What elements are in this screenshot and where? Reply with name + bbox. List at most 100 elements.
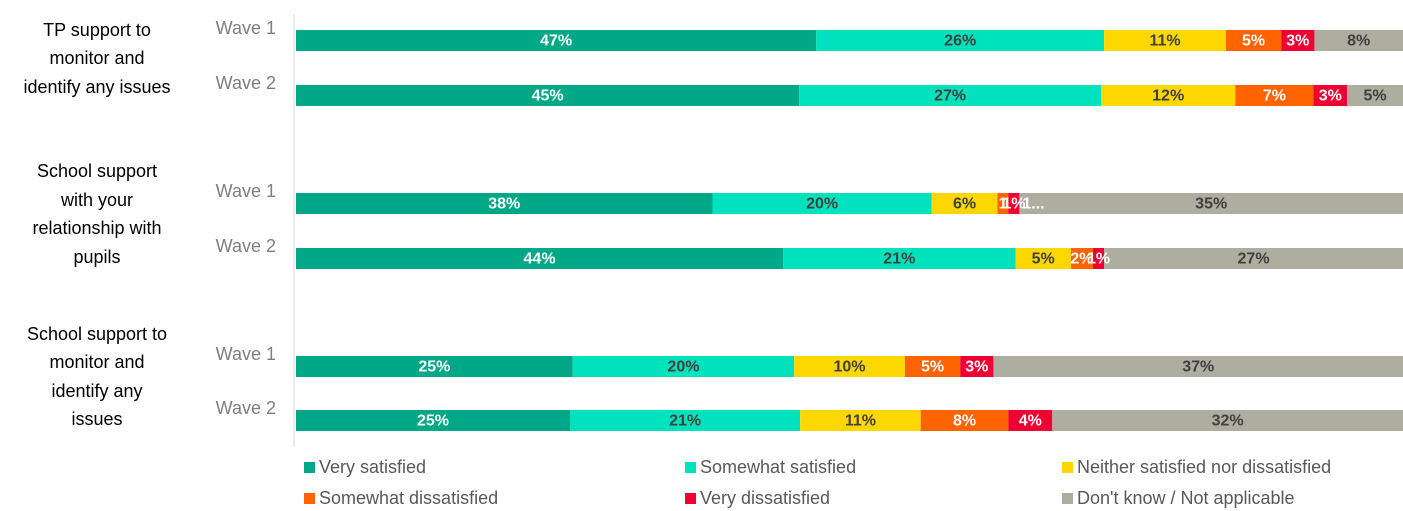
wave-label: Wave 1: [216, 18, 276, 38]
data-label: 21%: [883, 251, 915, 268]
bar-segment: [1313, 85, 1348, 106]
data-label: 11%: [1149, 33, 1180, 50]
data-label: 1%: [1002, 196, 1025, 213]
data-label: 37%: [1182, 359, 1214, 376]
bar-segment: [296, 410, 571, 431]
wave-label: Wave 2: [216, 398, 276, 418]
legend-swatch: [1062, 493, 1073, 504]
data-label: 27%: [1238, 251, 1270, 268]
bar-segment: [296, 193, 713, 214]
bar-segment: [783, 248, 1016, 269]
data-label: 3%: [965, 359, 988, 376]
wave-label: Wave 2: [216, 73, 276, 93]
bar-segment: [997, 193, 1009, 214]
legend-label: Very dissatisfied: [700, 488, 830, 508]
bar-segment: [960, 356, 994, 377]
bar-segment: [1008, 193, 1020, 214]
bar-segment: [799, 85, 1102, 106]
data-label: 11%: [845, 413, 876, 430]
data-label: 20%: [806, 196, 838, 213]
category-label: School support: [37, 161, 157, 181]
data-label: 8%: [953, 413, 976, 430]
legend-label: Don't know / Not applicable: [1077, 488, 1295, 508]
bar-segment: [1235, 85, 1314, 106]
data-label: 5%: [1363, 88, 1386, 105]
bar-segment: [1052, 410, 1403, 431]
legend-swatch: [685, 462, 696, 473]
bar-segment: [296, 30, 817, 51]
bar-segment: [800, 410, 921, 431]
data-label: 21%: [669, 413, 701, 430]
bar-segment: [1019, 193, 1403, 214]
bar-segment: [1015, 248, 1071, 269]
bar-segment: [920, 410, 1009, 431]
legend: Very satisfied Somewhat satisfied Neither …: [304, 457, 1331, 508]
data-label: 26%: [944, 33, 976, 50]
data-label: 3%: [1286, 33, 1309, 50]
legend-label: Somewhat satisfied: [700, 457, 856, 477]
bar-segment: [794, 356, 905, 377]
bar-segment: [1281, 30, 1315, 51]
bar-segment: [1008, 410, 1053, 431]
labels-layer: TP support to monitor and identify any iss…: [23, 18, 1386, 430]
category-label: TP support to: [43, 20, 151, 40]
category-label: identify any: [51, 381, 142, 401]
bar-segment: [1093, 248, 1105, 269]
bar-segment: [904, 356, 961, 377]
data-label: 20%: [667, 359, 699, 376]
bar-segment: [993, 356, 1403, 377]
data-label: 5%: [921, 359, 944, 376]
bar-segment: [1347, 85, 1403, 106]
data-label: 10%: [833, 359, 865, 376]
legend-swatch: [304, 493, 315, 504]
data-label: 25%: [418, 359, 450, 376]
legend-label: Somewhat dissatisfied: [319, 488, 498, 508]
bar-segment: [1070, 248, 1094, 269]
legend-swatch: [1062, 462, 1073, 473]
category-label: relationship with: [32, 218, 161, 238]
data-label: 8%: [1347, 33, 1370, 50]
bar-segment: [712, 193, 932, 214]
bar-segment: [816, 30, 1105, 51]
legend-swatch: [685, 493, 696, 504]
bar-segment: [1314, 30, 1403, 51]
bar-segment: [1104, 248, 1403, 269]
legend-label: Neither satisfied nor dissatisfied: [1077, 457, 1331, 477]
data-label: 45%: [532, 88, 564, 105]
bar-segment: [296, 85, 800, 106]
data-label: 1: [998, 196, 1007, 213]
data-label: 2%: [1070, 251, 1093, 268]
wave-label: Wave 2: [216, 236, 276, 256]
data-label: 6%: [953, 196, 976, 213]
wave-label: Wave 1: [216, 344, 276, 364]
data-label: 3%: [1319, 88, 1342, 105]
bar-segment: [570, 410, 801, 431]
data-label: 1...: [1022, 196, 1044, 213]
data-label: 38%: [488, 196, 520, 213]
legend-label: Very satisfied: [319, 457, 426, 477]
data-label: 12%: [1152, 88, 1184, 105]
data-label: 27%: [934, 88, 966, 105]
wave-label: Wave 1: [216, 181, 276, 201]
category-label: monitor and: [49, 48, 144, 68]
data-label: 44%: [524, 251, 556, 268]
category-label: monitor and: [49, 352, 144, 372]
data-label: 5%: [1032, 251, 1055, 268]
category-label: pupils: [73, 247, 120, 267]
data-label: 32%: [1212, 413, 1244, 430]
bar-segment: [1101, 85, 1236, 106]
bar-segment: [296, 248, 784, 269]
bar-segment: [1104, 30, 1226, 51]
data-label: 5%: [1242, 33, 1265, 50]
legend-swatch: [304, 462, 315, 473]
bar-segment: [931, 193, 998, 214]
data-label: 47%: [540, 33, 572, 50]
category-label: with your: [60, 190, 133, 210]
data-label: 7%: [1263, 88, 1286, 105]
category-label: School support to: [27, 324, 167, 344]
data-label: 35%: [1195, 196, 1227, 213]
bar-segment: [296, 356, 573, 377]
data-label: 1%: [1087, 251, 1110, 268]
category-label: identify any issues: [23, 77, 170, 97]
